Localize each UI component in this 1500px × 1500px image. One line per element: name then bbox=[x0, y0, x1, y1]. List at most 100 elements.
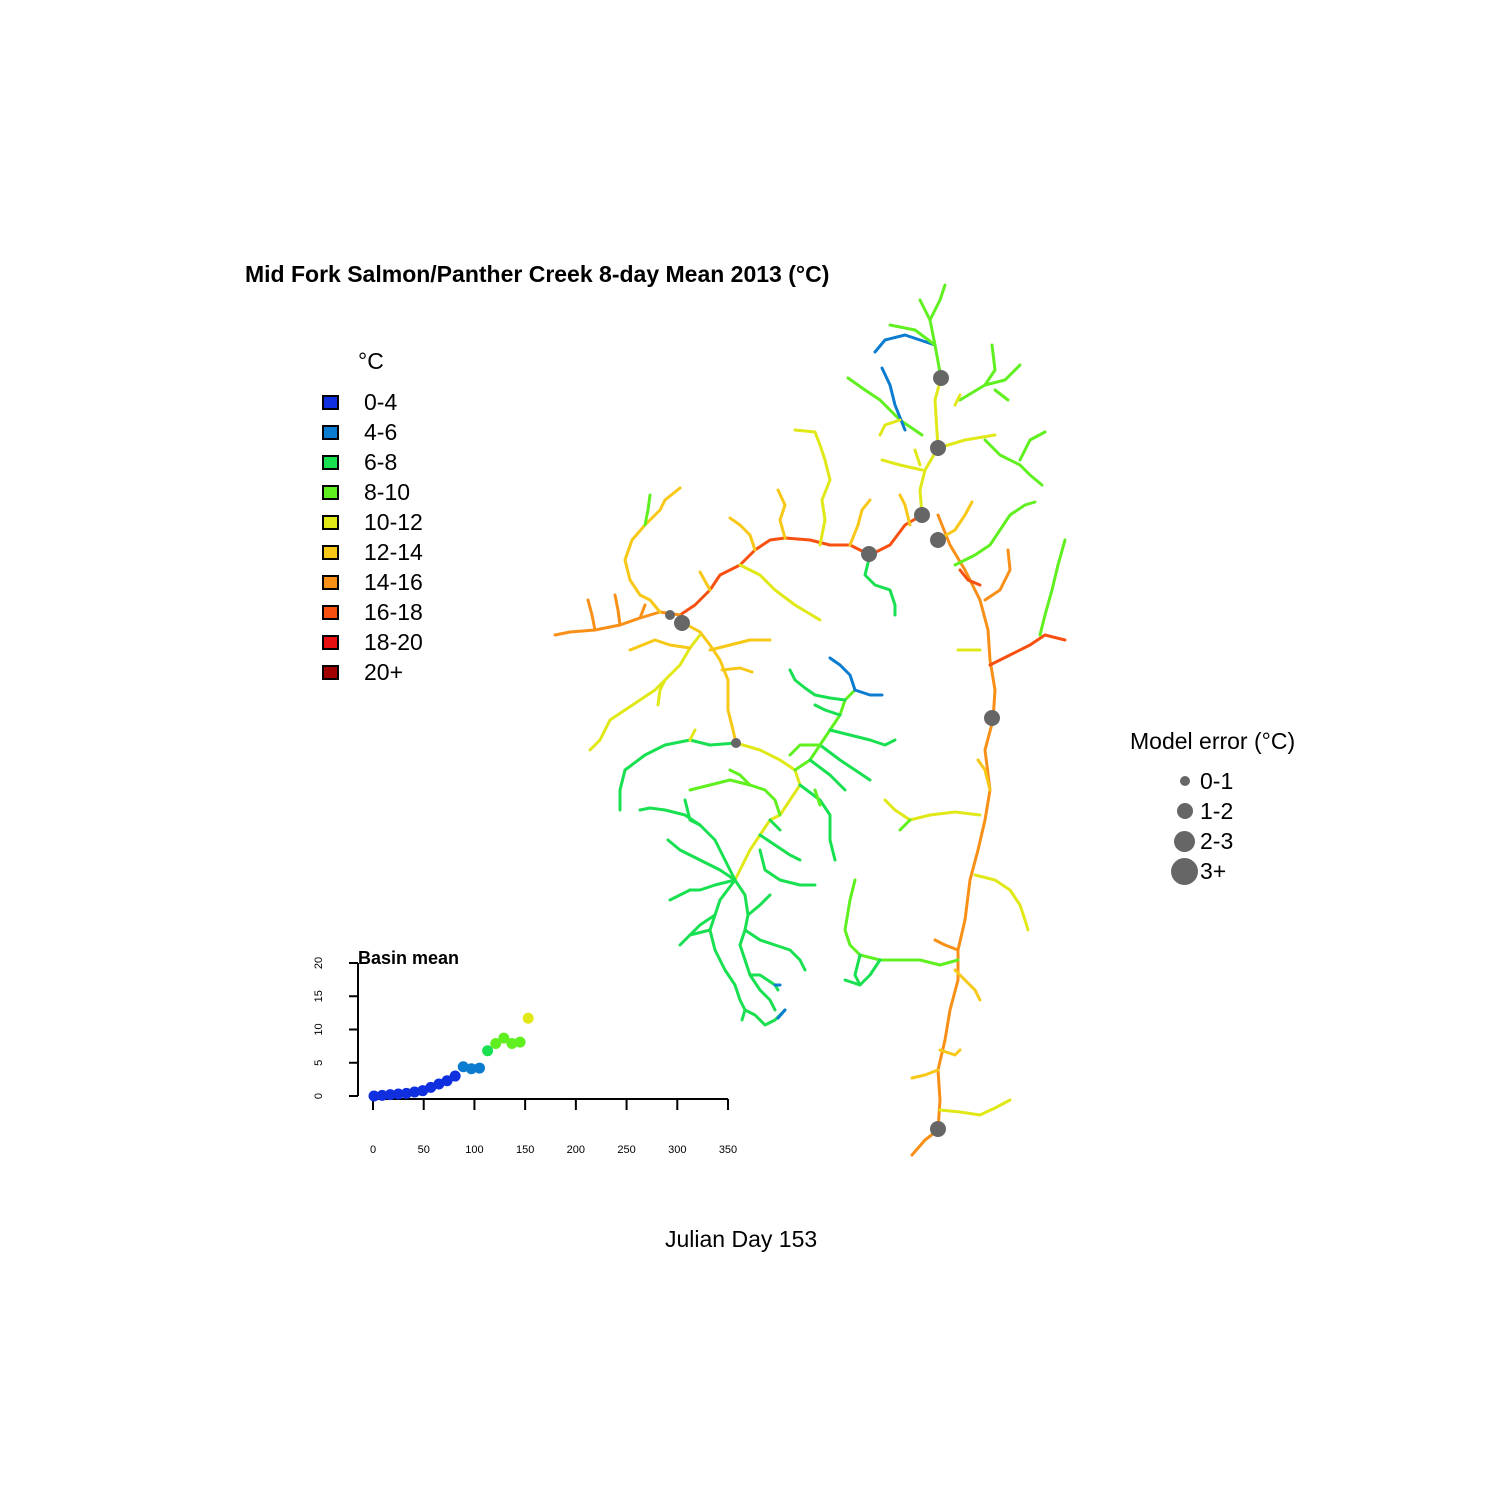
tributary bbox=[733, 878, 777, 1012]
tributary bbox=[808, 758, 847, 792]
model-error-site bbox=[930, 440, 946, 456]
basin-mean-point bbox=[384, 1089, 396, 1101]
model-error-legend-item: 2-3 bbox=[1130, 826, 1233, 856]
tributary bbox=[898, 493, 912, 527]
tributary bbox=[843, 878, 960, 967]
tributary bbox=[933, 938, 960, 952]
model-error-site bbox=[674, 615, 690, 631]
tributary bbox=[758, 848, 817, 887]
tributary bbox=[628, 638, 692, 652]
legend-label: 14-16 bbox=[364, 568, 423, 595]
legend-swatch bbox=[322, 634, 339, 650]
tributary bbox=[793, 428, 832, 547]
basin-mean-point bbox=[449, 1070, 461, 1082]
tributary bbox=[888, 323, 937, 347]
tributary bbox=[688, 778, 782, 817]
tributary bbox=[643, 493, 652, 527]
tributary bbox=[863, 553, 897, 617]
error-size-marker bbox=[1171, 857, 1198, 885]
legend-label: 16-18 bbox=[364, 598, 423, 625]
legend-label: 18-20 bbox=[364, 628, 423, 655]
map-title: Mid Fork Salmon/Panther Creek 8-day Mean… bbox=[245, 261, 830, 287]
tributary bbox=[880, 366, 907, 432]
tributary bbox=[988, 633, 1067, 667]
tributary bbox=[618, 738, 738, 812]
error-size-marker bbox=[1174, 830, 1195, 852]
tributary bbox=[958, 343, 997, 402]
model-error-site bbox=[731, 738, 741, 748]
tributary bbox=[683, 798, 702, 827]
tributary bbox=[688, 728, 697, 742]
legend-label: 20+ bbox=[364, 658, 404, 685]
model-error-site bbox=[930, 1121, 946, 1137]
model-error-site bbox=[984, 710, 1000, 726]
tributary bbox=[936, 433, 997, 450]
tributary bbox=[588, 633, 702, 752]
legend-swatch bbox=[322, 454, 339, 470]
x-tick-label: 100 bbox=[465, 1144, 483, 1156]
tributary bbox=[880, 458, 924, 472]
basin-mean-point bbox=[441, 1075, 453, 1087]
tributary bbox=[788, 743, 822, 757]
temperature-legend-title: °C bbox=[358, 348, 384, 374]
tributary bbox=[748, 973, 780, 992]
tributary bbox=[793, 688, 857, 772]
tributary bbox=[586, 598, 597, 632]
tributary bbox=[813, 703, 842, 717]
legend-swatch bbox=[322, 514, 339, 530]
basin-mean-point bbox=[482, 1045, 494, 1057]
basin-mean-point bbox=[474, 1062, 485, 1074]
legend-swatch bbox=[322, 574, 339, 590]
model-error-site bbox=[861, 546, 877, 562]
model-error-site bbox=[914, 507, 930, 523]
error-legend-label: 0-1 bbox=[1200, 767, 1234, 794]
tributary bbox=[720, 666, 754, 674]
tributary bbox=[953, 500, 1037, 567]
x-tick-label: 150 bbox=[516, 1144, 534, 1156]
tributary bbox=[788, 668, 847, 702]
y-tick-label: 10 bbox=[313, 1023, 325, 1035]
model-error-site bbox=[933, 370, 949, 386]
temperature-legend-item: 6-8 bbox=[322, 447, 397, 477]
tributary bbox=[733, 741, 802, 882]
legend-label: 0-4 bbox=[364, 388, 398, 415]
basin-mean-point bbox=[490, 1037, 502, 1049]
mainstem-reach bbox=[928, 283, 947, 380]
mainstem-reach bbox=[918, 446, 940, 517]
x-tick-label: 300 bbox=[668, 1144, 686, 1156]
mainstem-reach bbox=[933, 376, 943, 450]
tributary bbox=[1038, 538, 1067, 637]
tributary bbox=[868, 513, 924, 557]
tributary bbox=[776, 1008, 787, 1020]
tributary bbox=[973, 873, 1030, 932]
tributary bbox=[698, 570, 712, 592]
inset-title: Basin mean bbox=[358, 948, 459, 968]
basin-mean-point bbox=[498, 1032, 510, 1044]
tributary bbox=[910, 1068, 940, 1080]
tributary bbox=[828, 728, 897, 747]
x-tick-label: 50 bbox=[418, 1144, 430, 1156]
basin-mean-point bbox=[376, 1089, 388, 1101]
y-tick-label: 20 bbox=[313, 957, 325, 969]
tributary bbox=[668, 888, 692, 902]
tributary bbox=[743, 928, 807, 972]
tributary bbox=[688, 928, 712, 937]
basin-mean-point bbox=[522, 1012, 534, 1024]
tributary bbox=[638, 603, 647, 620]
temperature-legend-item: 20+ bbox=[322, 657, 403, 687]
tributary bbox=[613, 593, 622, 627]
tributary bbox=[678, 913, 717, 947]
x-tick-label: 0 bbox=[370, 1144, 376, 1156]
error-legend-label: 2-3 bbox=[1200, 827, 1234, 854]
model-error-legend-item: 0-1 bbox=[1130, 766, 1233, 796]
tributary bbox=[768, 818, 782, 832]
tributary bbox=[883, 798, 982, 822]
temperature-legend-item: 10-12 bbox=[322, 507, 423, 537]
basin-mean-point bbox=[368, 1090, 380, 1102]
error-legend-label: 1-2 bbox=[1200, 797, 1234, 824]
tributary bbox=[983, 363, 1022, 387]
tributary bbox=[666, 838, 737, 882]
legend-swatch bbox=[322, 604, 339, 620]
tributary bbox=[776, 488, 787, 540]
